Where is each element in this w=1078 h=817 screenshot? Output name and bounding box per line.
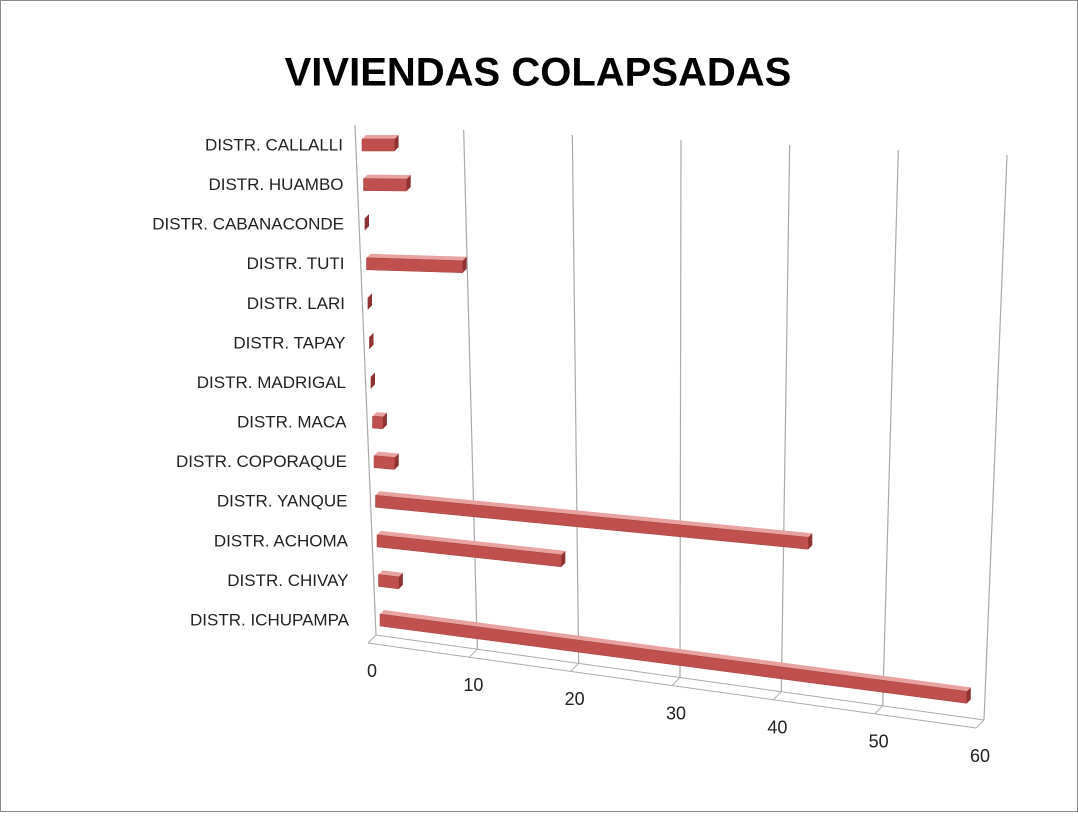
bar-end <box>966 687 971 704</box>
grid-line <box>983 154 1008 721</box>
y-tick-label: DISTR. CALLALLI <box>205 135 343 154</box>
x-tick-label: 20 <box>565 689 585 709</box>
bar <box>370 372 375 389</box>
grid-line <box>780 144 791 692</box>
grid-line <box>463 129 478 650</box>
bar-end <box>382 412 387 429</box>
y-tick-label: DISTR. HUAMBO <box>208 175 343 194</box>
bar-front <box>361 138 395 152</box>
floor-line <box>468 648 478 658</box>
bar-end <box>406 175 411 192</box>
bar-front <box>372 415 384 430</box>
floor-line <box>772 691 782 701</box>
bar-top <box>363 174 411 180</box>
bar-end <box>561 550 566 567</box>
bar-top <box>372 412 387 417</box>
bar <box>369 332 374 349</box>
grid-line <box>882 149 899 706</box>
bar-end <box>808 533 813 550</box>
floor-line <box>975 719 985 729</box>
bar <box>373 451 399 470</box>
bar <box>376 530 566 568</box>
bar-top <box>380 610 971 692</box>
bar <box>361 135 399 152</box>
x-tick-label: 60 <box>970 746 990 766</box>
bar-end <box>368 293 372 310</box>
bar <box>372 412 387 430</box>
bar-end <box>369 332 374 349</box>
bar-top <box>366 253 467 261</box>
bar-top <box>375 491 813 538</box>
y-tick-label: DISTR. YANQUE <box>217 492 348 511</box>
x-tick-label: 30 <box>666 703 686 723</box>
bar-end <box>371 372 375 389</box>
bar-top <box>378 570 403 577</box>
floor-line <box>570 662 580 672</box>
grid-line <box>571 134 580 664</box>
y-tick-label: DISTR. COPORAQUE <box>176 452 347 471</box>
floor-line <box>671 677 681 686</box>
chart-title: VIVIENDAS COLAPSADAS <box>285 51 792 95</box>
bar-front <box>378 574 400 590</box>
x-tick-label: 10 <box>463 675 483 695</box>
bar-top <box>377 530 566 555</box>
y-tick-label: DISTR. MACA <box>237 413 347 432</box>
x-tick-label: 40 <box>767 717 787 737</box>
bar-end <box>365 214 369 231</box>
bar-end <box>398 572 403 589</box>
bar <box>375 491 813 550</box>
grid-line <box>354 124 377 636</box>
floor-line <box>367 634 377 644</box>
floor-edge <box>375 634 985 721</box>
bar <box>366 253 467 274</box>
y-tick-label: DISTR. MADRIGAL <box>197 373 346 392</box>
grid-line <box>679 139 682 678</box>
y-tick-label: DISTR. LARI <box>247 294 345 313</box>
bar-end <box>462 256 467 273</box>
floor-line <box>874 705 884 715</box>
floor-edge <box>367 642 977 729</box>
bar <box>378 570 403 590</box>
bar-front <box>363 178 407 192</box>
y-tick-label: DISTR. TUTI <box>247 254 345 273</box>
bar <box>364 214 369 231</box>
y-tick-label: DISTR. CABANACONDE <box>152 215 344 234</box>
y-tick-label: DISTR. TAPAY <box>233 333 345 352</box>
y-tick-label: DISTR. ACHOMA <box>214 531 349 550</box>
bar <box>367 293 372 310</box>
bar-end <box>394 453 399 470</box>
bar <box>363 174 411 192</box>
y-tick-label: DISTR. CHIVAY <box>227 571 348 590</box>
bar-end <box>394 135 399 151</box>
bar <box>379 610 971 704</box>
x-tick-label: 0 <box>367 661 377 681</box>
x-tick-label: 50 <box>869 732 889 752</box>
bar-front <box>373 455 395 470</box>
y-tick-label: DISTR. ICHUPAMPA <box>190 610 350 629</box>
bar-top <box>362 135 399 139</box>
